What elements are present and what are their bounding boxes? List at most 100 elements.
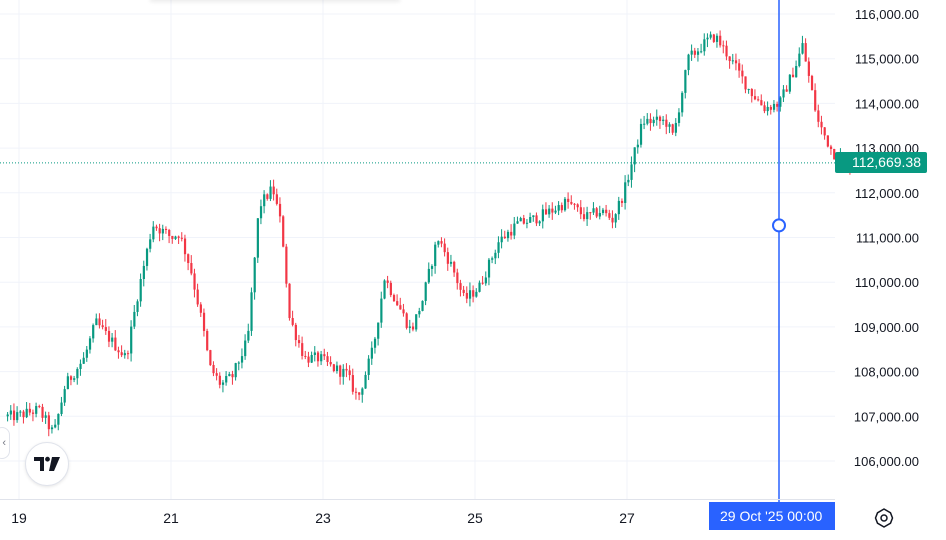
candle-body	[668, 124, 671, 127]
candle-body	[6, 414, 9, 417]
candle-body	[38, 406, 41, 408]
candle-body	[310, 354, 313, 363]
chevron-left-icon[interactable]: ‹	[2, 437, 6, 449]
candle-body	[50, 427, 54, 430]
candle-body	[329, 361, 332, 365]
candle-body	[130, 326, 133, 354]
candle-body	[231, 374, 234, 378]
candle-body	[481, 282, 484, 284]
candle-body	[57, 414, 60, 425]
candle-body	[44, 415, 47, 418]
time-axis[interactable]: 19 21 23 25 27	[11, 510, 635, 526]
candle-body	[424, 282, 427, 301]
candle-body	[111, 337, 114, 342]
candle-body	[484, 277, 487, 284]
candle-body	[402, 309, 405, 314]
candle-body	[655, 116, 658, 120]
candle-body	[237, 362, 240, 364]
candle-body	[798, 53, 801, 66]
candle-body	[795, 65, 798, 78]
candle-body	[649, 118, 652, 124]
candle-body	[608, 213, 611, 218]
candle-body	[722, 45, 725, 47]
candle-body	[361, 388, 364, 395]
crosshair-marker[interactable]	[772, 218, 786, 233]
candle-body	[427, 268, 430, 283]
candle-body	[126, 353, 130, 355]
collapse-handle[interactable]: ‹	[0, 427, 10, 459]
candle-body	[814, 90, 817, 111]
candle-body	[430, 266, 434, 269]
candle-body	[731, 60, 734, 62]
candle-body	[136, 301, 139, 312]
candle-body	[500, 236, 503, 243]
time-tick-label: 25	[467, 510, 483, 526]
candle-body	[820, 121, 823, 128]
candle-body	[573, 203, 576, 205]
candle-body	[193, 273, 196, 290]
candle-body	[715, 35, 719, 42]
candle-body	[386, 280, 389, 283]
gear-icon[interactable]	[872, 506, 896, 530]
candle-body	[614, 214, 617, 223]
candle-body	[392, 295, 396, 302]
candle-body	[389, 282, 392, 296]
candle-body	[503, 236, 506, 239]
candle-body	[544, 209, 548, 215]
candle-body	[810, 75, 814, 91]
settings-button[interactable]	[872, 506, 896, 530]
candle-body	[560, 205, 563, 211]
candle-body	[41, 406, 44, 418]
candle-body	[617, 200, 620, 215]
candle-body	[506, 231, 510, 239]
time-tick-label: 19	[11, 510, 27, 526]
candle-body	[833, 148, 836, 160]
candle-body	[405, 313, 408, 328]
candle-body	[529, 217, 532, 223]
candle-body	[85, 349, 88, 358]
last-price-label: 112,669.38	[835, 152, 927, 173]
candle-body	[696, 51, 700, 55]
candle-body	[605, 209, 608, 214]
candle-body	[354, 391, 358, 393]
price-tick-label: 110,000.00	[855, 275, 919, 290]
candle-body	[779, 97, 782, 107]
candle-body	[335, 365, 339, 372]
tradingview-logo-icon	[34, 456, 60, 471]
candle-body	[744, 76, 747, 90]
price-tick-label: 109,000.00	[854, 320, 919, 335]
time-tick-label: 27	[619, 510, 635, 526]
candle-body	[665, 119, 668, 127]
candle-body	[788, 74, 791, 92]
candle-body	[769, 106, 772, 110]
candle-body	[31, 412, 35, 414]
candle-body	[348, 370, 351, 376]
candle-body	[66, 376, 69, 390]
candle-body	[807, 61, 810, 76]
candle-body	[177, 236, 180, 238]
candle-body	[228, 374, 231, 377]
candle-body	[636, 144, 639, 148]
candle-body	[516, 221, 519, 224]
tradingview-logo[interactable]	[25, 442, 69, 486]
candle-body	[190, 263, 193, 274]
candle-body	[690, 50, 693, 55]
candle-body	[725, 45, 728, 57]
price-tick-label: 107,000.00	[854, 409, 919, 424]
candle-body	[291, 318, 294, 325]
candle-body	[313, 352, 316, 355]
candle-body	[373, 338, 377, 348]
candle-body	[133, 311, 136, 327]
candle-body	[681, 92, 684, 113]
candle-body	[741, 70, 744, 77]
candle-body	[639, 123, 643, 145]
candle-body	[706, 37, 709, 40]
candle-body	[829, 146, 833, 149]
candle-body	[611, 217, 614, 223]
candle-body	[9, 410, 12, 415]
price-axis[interactable]: 116,000.00115,000.00114,000.00113,000.00…	[854, 7, 919, 469]
candle-body	[475, 291, 478, 297]
candle-body	[497, 242, 500, 253]
candle-body	[73, 378, 76, 380]
